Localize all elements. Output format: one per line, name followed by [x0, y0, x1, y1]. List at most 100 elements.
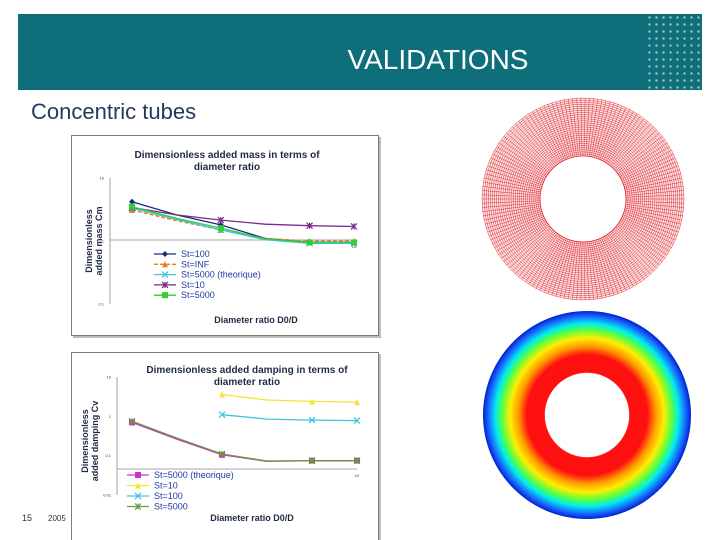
mesh-radial-line [622, 214, 677, 237]
mesh-radial-line [490, 216, 544, 241]
mesh-radial-line [622, 157, 676, 182]
mesh-radial-line [616, 136, 663, 173]
x-axis-label: Diameter ratio D0/D [210, 513, 294, 523]
chart-title: Dimensionless added mass in terms of [134, 150, 320, 161]
data-point [129, 198, 135, 205]
mesh-radial-line [624, 173, 681, 189]
mesh-radial-line [621, 153, 674, 181]
series-line [131, 207, 354, 244]
mesh-radial-line [589, 99, 599, 157]
mesh-radial-line [489, 214, 544, 237]
legend-marker [135, 482, 141, 489]
series-3 [128, 417, 361, 465]
legend-label: St=INF [181, 259, 210, 269]
legend-label: St=10 [181, 280, 205, 290]
mesh-radial-line [555, 101, 572, 158]
mesh-radial-line [585, 98, 590, 157]
mesh-radial-line [498, 222, 548, 256]
legend-marker [161, 281, 169, 289]
y-axis-label-line: Dimensionless [80, 409, 90, 473]
mesh-radial-line [610, 231, 648, 277]
mesh-radial-line [518, 121, 556, 167]
data-point [353, 457, 361, 465]
mesh-radial-line [619, 146, 670, 177]
mesh-radial-line [587, 98, 594, 157]
mesh-radial-line [615, 226, 660, 266]
x-tick-label: 10 [352, 244, 357, 249]
data-point [306, 222, 314, 230]
mesh-radial-line [482, 186, 541, 194]
mesh-radial-line [625, 190, 684, 196]
y-tick-label: 1 [102, 239, 105, 244]
data-point [217, 225, 224, 232]
mesh-radial-line [617, 139, 665, 174]
mesh-radial-line [485, 173, 542, 189]
mesh-radial-line [615, 132, 660, 172]
mesh-radial-line [621, 217, 674, 245]
y-tick-label: 0.1 [105, 453, 111, 458]
mesh-radial-line [551, 102, 570, 159]
mesh-radial-line [607, 234, 641, 283]
mesh-radial-line [532, 236, 562, 287]
mesh-radial-line [625, 186, 684, 194]
slide-title: VALIDATIONS [347, 44, 529, 75]
legend-label: St=100 [181, 249, 210, 259]
mesh-radial-line [487, 212, 543, 233]
mesh-radial-line [620, 219, 672, 248]
mesh-radial-line [587, 241, 594, 300]
mesh-radial-line [482, 194, 541, 198]
mesh-radial-line [592, 240, 607, 298]
mesh-radial-line [625, 205, 683, 217]
y-axis-label-line: added mass Cm [94, 206, 104, 275]
data-point [306, 239, 313, 246]
mesh-radial-line [625, 204, 684, 212]
mesh-radial-line [576, 241, 581, 300]
mesh-radial-line [604, 236, 634, 287]
mesh-radial-line [607, 115, 641, 164]
mesh-radial-line [490, 157, 544, 182]
data-point [128, 417, 136, 425]
data-point [218, 411, 226, 419]
y-axis-label-line: added damping Cv [90, 401, 100, 482]
mesh-radial-line [599, 238, 623, 293]
mesh-radial-line [515, 123, 555, 168]
mesh-radial-line [625, 202, 684, 208]
mesh-radial-line [622, 161, 677, 184]
ring-contour-icon [483, 311, 691, 519]
dot-pattern-decoration [646, 14, 702, 90]
mesh-hole [539, 155, 627, 243]
mesh-radial-line [484, 177, 541, 191]
mesh-radial-line [494, 150, 546, 179]
mesh-radial-line [619, 221, 670, 252]
mesh-radial-line [503, 225, 550, 262]
mesh-radial-line [563, 99, 576, 157]
mesh-radial-line [482, 202, 541, 208]
series-line [131, 420, 357, 462]
chart-title: Dimensionless added damping in terms of [146, 365, 348, 376]
data-point [308, 457, 316, 465]
mesh-radial-line [484, 207, 541, 221]
mesh-radial-line [487, 165, 543, 186]
mesh-radial-line [536, 109, 564, 162]
mesh-radial-line [605, 235, 638, 285]
mesh-radial-line [501, 139, 549, 174]
mesh-radial-line [547, 239, 569, 294]
mesh-radial-line [572, 241, 579, 300]
mesh-radial-line [512, 126, 554, 169]
mesh-radial-line [590, 99, 603, 157]
mesh-radial-line [614, 228, 657, 269]
mesh-radial-line [625, 207, 682, 221]
legend-marker [135, 472, 141, 478]
chart-title: diameter ratio [194, 162, 260, 173]
mesh-radial-line [547, 104, 569, 159]
mesh-radial-line [585, 241, 590, 300]
mesh-radial-line [494, 219, 546, 248]
y-axis-label: Dimensionlessadded mass Cm [84, 206, 104, 275]
mesh-radial-line [594, 101, 611, 158]
added-damping-chart: Dimensionless added damping in terms of d… [71, 352, 379, 540]
mesh-radial-line [583, 241, 586, 301]
mesh-radial-line [612, 126, 654, 169]
mesh-radial-line [597, 104, 619, 159]
mesh-radial-line [551, 239, 570, 296]
mesh-radial-line [612, 229, 654, 272]
